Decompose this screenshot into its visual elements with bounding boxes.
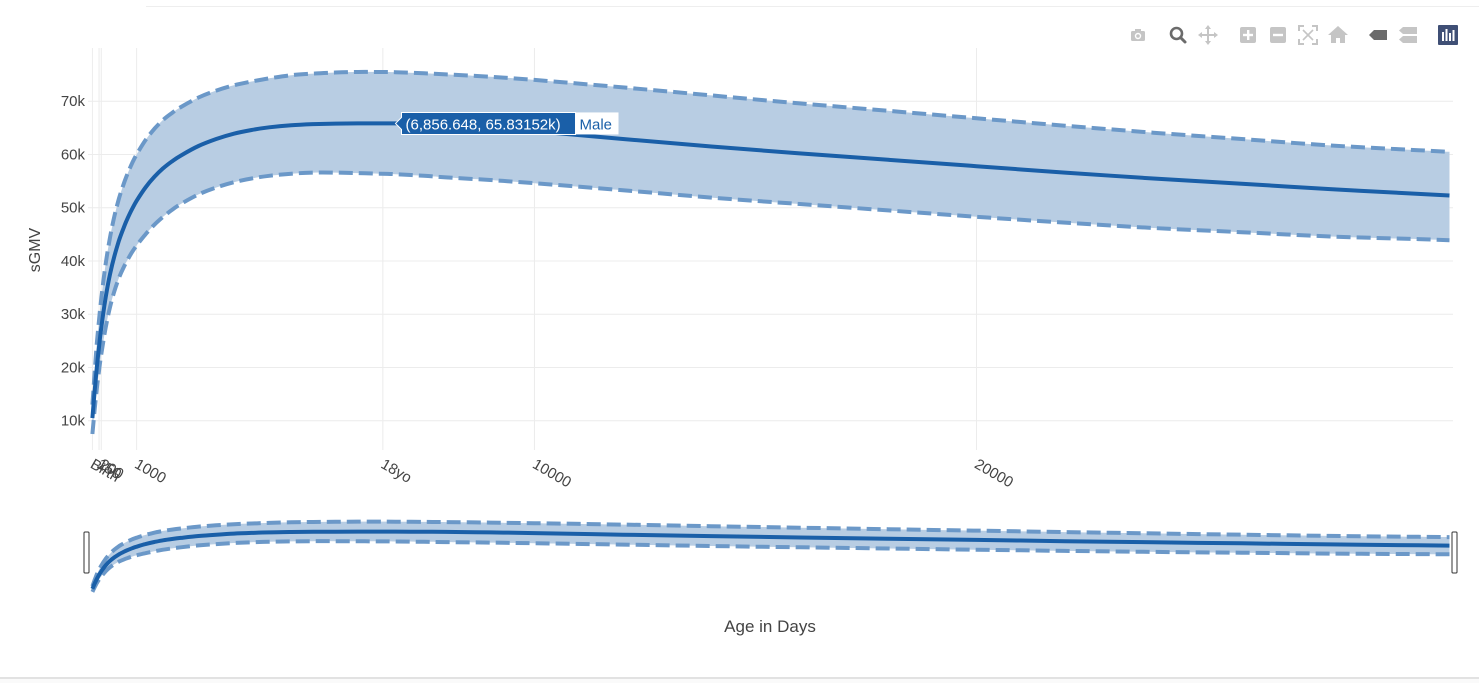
range-slider-left-handle[interactable] (83, 531, 90, 574)
tooltip-series-bg (575, 112, 619, 135)
tooltip-series-name: Male (580, 116, 613, 133)
x-tick-label: 18yo (378, 456, 415, 487)
gridlines (88, 48, 1453, 450)
y-axis-title: sGMV (27, 227, 44, 272)
tooltip-box (394, 111, 577, 135)
y-tick-label: 20k (61, 359, 86, 376)
zoom-icon[interactable] (1165, 22, 1191, 48)
y-tick-label: 10k (61, 413, 86, 430)
hover-compare-icon[interactable] (1395, 22, 1421, 48)
band-area-slider (92, 521, 1450, 592)
range-slider-right-handle[interactable] (1451, 531, 1458, 574)
lower-bound-line (90, 170, 1450, 435)
top-border (146, 0, 1479, 7)
x-tick-label: 150 (94, 456, 124, 483)
zoom-out-icon[interactable] (1265, 22, 1291, 48)
y-tick-label: 30k (61, 306, 86, 323)
home-icon[interactable] (1325, 22, 1351, 48)
hover-closest-icon[interactable] (1365, 22, 1391, 48)
x-axis-title: Age in Days (724, 617, 816, 636)
plotly-logo-icon[interactable] (1435, 22, 1461, 48)
y-tick-label: 50k (61, 200, 86, 217)
x-tick-label: Birth (87, 456, 122, 486)
upper-bound-line (90, 69, 1450, 405)
x-tick-label: 10000 (529, 456, 574, 492)
x-tick-label: 1000 (132, 456, 169, 487)
tooltip-value: (6,856.648, 65.83152k) (406, 116, 561, 133)
band-area (92, 71, 1450, 435)
y-tick-label: 60k (61, 146, 86, 163)
mean-line-slider (90, 529, 1450, 590)
x-tick-label: 20000 (971, 456, 1016, 492)
confidence-band (90, 69, 1450, 435)
y-axis-ticks: 10k 20k 30k 40k 50k 60k 70k (61, 93, 86, 429)
y-tick-label: 40k (61, 253, 86, 270)
range-slider-bg (88, 517, 1453, 595)
x-tick-label: 200 (96, 456, 126, 483)
lower-bound-line-slider (90, 539, 1450, 593)
autoscale-icon[interactable] (1295, 22, 1321, 48)
camera-icon[interactable] (1125, 22, 1151, 48)
range-slider[interactable] (83, 517, 1458, 595)
upper-bound-line-slider (90, 519, 1450, 587)
zoom-in-icon[interactable] (1235, 22, 1261, 48)
hover-tooltip: (6,856.648, 65.83152k) Male (394, 111, 619, 135)
y-tick-label: 70k (61, 93, 86, 110)
mean-line (90, 121, 1450, 419)
bottom-border (0, 677, 1479, 683)
pan-icon[interactable] (1195, 22, 1221, 48)
